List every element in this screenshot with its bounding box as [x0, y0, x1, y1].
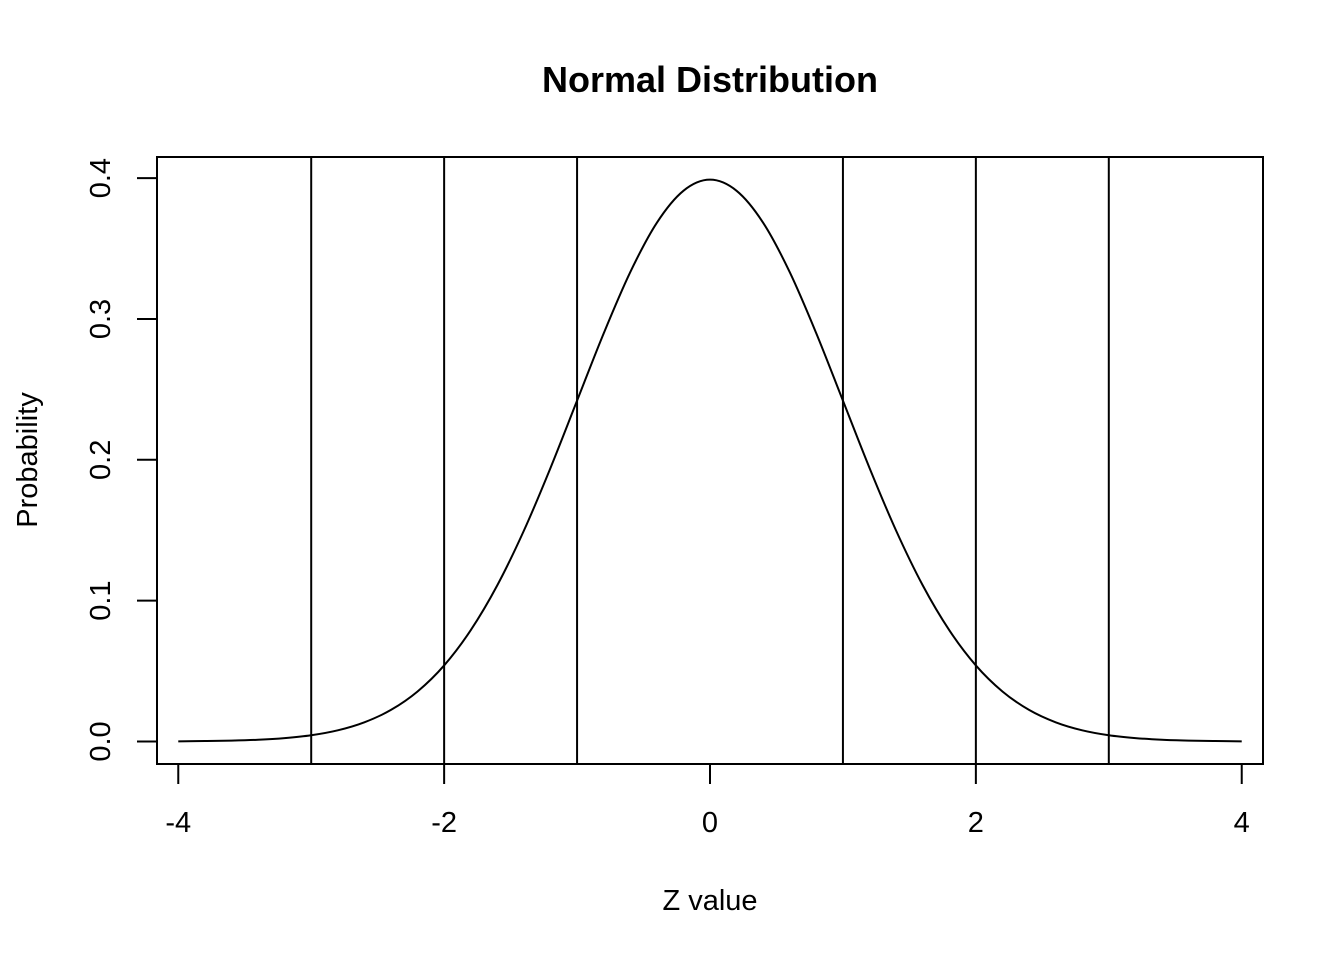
y-tick-label-3: 0.3 — [85, 299, 117, 339]
x-axis-label: Z value — [662, 885, 757, 917]
y-axis-label: Probability — [12, 392, 44, 528]
x-tick-label-3: 2 — [968, 807, 984, 839]
x-tick-label-2: 0 — [702, 807, 718, 839]
x-tick-label-0: -4 — [165, 807, 191, 839]
x-tick-label-1: -2 — [431, 807, 457, 839]
y-tick-label-0: 0.0 — [85, 721, 117, 761]
plot-area: -4 -2 0 2 4 0.0 0.1 0.2 0.3 0.4 — [85, 156, 1264, 839]
y-tick-label-4: 0.4 — [85, 158, 117, 198]
y-tick-label-2: 0.2 — [85, 440, 117, 480]
x-tick-label-4: 4 — [1234, 807, 1250, 839]
density-curve-0 — [178, 178, 1242, 743]
plot-frame — [156, 156, 1264, 765]
y-tick-label-1: 0.1 — [85, 580, 117, 620]
chart-title: Normal Distribution — [542, 59, 878, 100]
